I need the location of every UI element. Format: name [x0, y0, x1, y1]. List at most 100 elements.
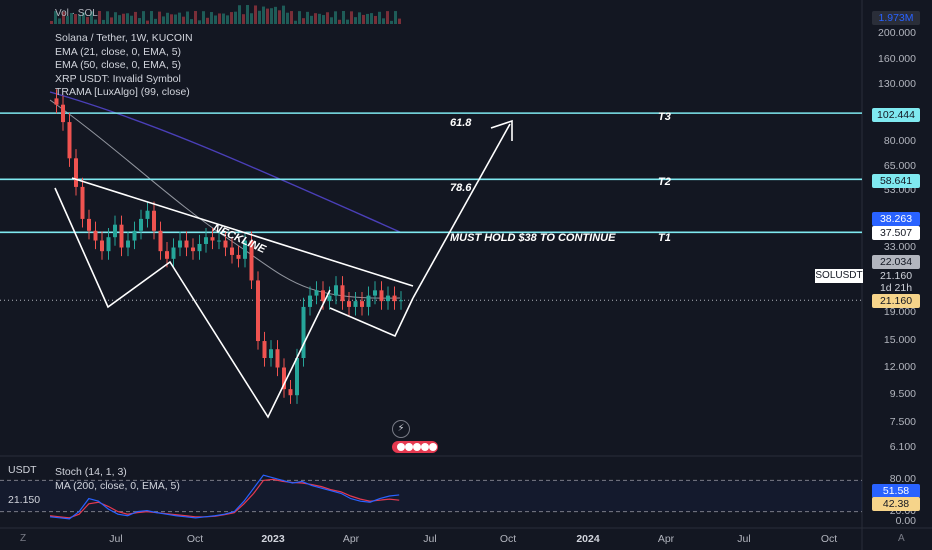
- flash-icon[interactable]: ⚡: [392, 420, 410, 438]
- candle-body: [353, 301, 358, 307]
- volume-bar: [314, 13, 317, 24]
- volume-bar: [310, 15, 313, 24]
- volume-bar: [326, 12, 329, 24]
- volume-bar: [250, 13, 253, 24]
- volume-bar: [318, 13, 321, 24]
- volume-bar: [282, 5, 285, 24]
- legend-ema21[interactable]: EMA (21, close, 0, EMA, 5): [55, 45, 182, 58]
- time-axis-label: Oct: [499, 533, 517, 545]
- volume-bar: [222, 13, 225, 24]
- stoch-band: [0, 480, 862, 512]
- volume-bar: [154, 18, 157, 24]
- candle-body: [269, 349, 273, 359]
- volume-bar: [358, 12, 361, 24]
- target-arrow-shaft: [412, 123, 511, 299]
- candle-body: [191, 247, 195, 252]
- candle-body: [80, 186, 85, 219]
- price-axis-label: 12.000: [883, 360, 916, 373]
- volume-bar: [386, 11, 389, 24]
- volume-bar: [330, 17, 333, 24]
- volume-bar: [166, 12, 169, 24]
- volume-bar: [126, 13, 129, 24]
- volume-bar: [390, 20, 393, 24]
- volume-bar: [290, 11, 293, 24]
- auto-scale-icon[interactable]: A: [898, 533, 905, 544]
- volume-bar: [110, 17, 113, 24]
- stoch-k-tag: 51.58: [872, 484, 920, 498]
- volume-bar: [374, 15, 377, 24]
- target-arrow-head: [490, 119, 513, 141]
- wedge-lower: [329, 297, 414, 338]
- price-axis-label: 6.100: [889, 440, 916, 453]
- time-axis-label: Jul: [423, 533, 437, 545]
- oscillator-legend: Stoch (14, 1, 3) MA (200, close, 0, EMA,…: [55, 466, 180, 493]
- volume-bar: [182, 16, 185, 24]
- legend-xrp[interactable]: XRP USDT: Invalid Symbol: [55, 72, 181, 85]
- time-axis-label: 2023: [261, 533, 285, 545]
- candle-body: [327, 295, 332, 302]
- volume-bar: [378, 11, 381, 24]
- volume-bar: [118, 15, 121, 24]
- volume-bar: [278, 10, 281, 24]
- time-axis-label: 2024: [576, 533, 600, 545]
- candle-body: [61, 104, 65, 123]
- price-axis-label: 130.000: [878, 77, 916, 90]
- candle-body: [178, 240, 182, 248]
- volume-bar: [102, 19, 105, 24]
- volume-bar: [134, 11, 137, 24]
- volume-bar: [270, 8, 273, 24]
- price-axis-label: 9.500: [889, 388, 916, 401]
- volume-bar: [174, 14, 177, 24]
- volume-bar: [138, 18, 141, 24]
- volume-bar: [342, 11, 345, 24]
- volume-label: Vol · SOL: [55, 8, 98, 19]
- legend-symbol[interactable]: Solana / Tether, 1W, KUCOIN: [55, 32, 193, 44]
- volume-bar: [214, 15, 217, 24]
- events-flags-icon[interactable]: [392, 441, 438, 453]
- indicator-legend: Solana / Tether, 1W, KUCOIN EMA (21, clo…: [55, 32, 193, 100]
- fib-786-label: 78.6: [450, 182, 472, 194]
- volume-bar: [98, 11, 101, 24]
- volume-bar: [366, 13, 369, 24]
- price-axis-label: 19.000: [883, 306, 916, 318]
- candle-body: [236, 254, 241, 259]
- volume-bar: [178, 12, 181, 24]
- volume-bar: [150, 11, 153, 24]
- candle-body: [386, 295, 390, 302]
- zoom-icon[interactable]: Z: [20, 533, 27, 544]
- volume-bar: [286, 12, 289, 24]
- time-axis-label: Oct: [186, 533, 204, 545]
- volume-bar: [362, 14, 365, 24]
- ema50-line: [49, 91, 401, 233]
- volume-bar: [114, 12, 117, 24]
- volume-bar: [258, 10, 261, 24]
- candle-body: [288, 389, 293, 396]
- time-axis-label: Oct: [820, 533, 838, 545]
- candle-body: [74, 158, 78, 187]
- candle-body: [54, 98, 59, 105]
- legend-ma200[interactable]: MA (200, close, 0, EMA, 5): [55, 479, 180, 492]
- volume-bar: [202, 11, 205, 24]
- candle-body: [126, 240, 130, 248]
- volume-bar: [146, 20, 149, 24]
- ticker-label: SOLUSDT: [815, 269, 863, 283]
- volume-bar: [230, 12, 233, 24]
- legend-trama[interactable]: TRAMA [LuxAlgo] (99, close): [55, 86, 190, 98]
- last-price-tag: 21.160: [872, 294, 920, 308]
- moving-averages: [49, 91, 401, 299]
- volume-bar: [90, 11, 93, 24]
- volume-bar: [302, 18, 305, 24]
- candle-body: [100, 240, 104, 252]
- candle-body: [67, 122, 72, 159]
- volume-bar: [190, 19, 193, 24]
- volume-bar: [262, 6, 265, 24]
- legend-stoch[interactable]: Stoch (14, 1, 3): [55, 466, 127, 478]
- volume-bar: [254, 5, 257, 24]
- volume-bar: [350, 11, 353, 24]
- candle-body: [295, 358, 299, 396]
- volume-bar: [354, 17, 357, 24]
- candle-body: [223, 240, 228, 248]
- candle-body: [373, 290, 377, 296]
- legend-ema50[interactable]: EMA (50, close, 0, EMA, 5): [55, 59, 182, 71]
